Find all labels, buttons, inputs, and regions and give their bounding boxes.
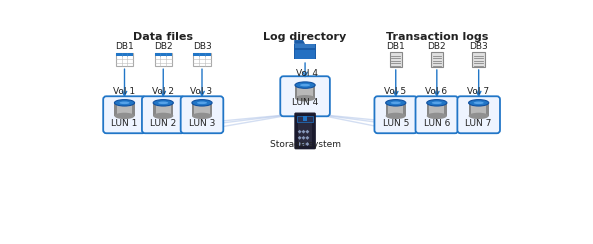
Bar [153,103,155,116]
Bar [468,103,489,116]
Text: Log directory: Log directory [263,32,347,42]
FancyBboxPatch shape [142,96,184,133]
FancyBboxPatch shape [295,113,315,149]
FancyBboxPatch shape [193,53,211,66]
Polygon shape [298,142,302,146]
Text: Vol 2: Vol 2 [152,87,174,96]
Text: LUN 1: LUN 1 [111,119,138,128]
Bar [192,103,212,116]
Text: LUN 7: LUN 7 [466,119,492,128]
Text: Storage system: Storage system [270,140,340,149]
Bar [313,85,315,98]
Bar [114,103,135,116]
Bar [192,103,195,116]
Bar [427,103,429,116]
Polygon shape [294,40,305,44]
Text: DB1: DB1 [115,42,134,51]
Ellipse shape [295,95,315,102]
FancyBboxPatch shape [295,44,315,48]
Ellipse shape [119,102,129,104]
Bar [403,103,406,116]
FancyBboxPatch shape [390,52,402,67]
FancyBboxPatch shape [103,96,146,133]
FancyBboxPatch shape [116,53,133,66]
Ellipse shape [114,100,135,106]
Text: Vol 5: Vol 5 [384,87,406,96]
Ellipse shape [432,102,442,104]
FancyBboxPatch shape [303,116,307,121]
Text: Transaction logs: Transaction logs [385,32,488,42]
Polygon shape [302,142,305,146]
Ellipse shape [468,100,489,106]
Bar [295,85,315,98]
Bar [132,103,135,116]
Bar [193,53,211,56]
Bar [445,103,447,116]
Polygon shape [298,136,302,140]
Text: DB2: DB2 [428,42,446,51]
Bar [385,103,388,116]
FancyBboxPatch shape [374,96,417,133]
Ellipse shape [192,113,212,119]
Bar [486,103,489,116]
Ellipse shape [192,100,212,106]
Text: Vol 6: Vol 6 [425,87,447,96]
Text: LUN 6: LUN 6 [423,119,450,128]
Ellipse shape [391,102,401,104]
Ellipse shape [197,102,207,104]
Bar [155,53,172,56]
Text: DB3: DB3 [193,42,211,51]
Ellipse shape [153,100,173,106]
Ellipse shape [295,82,315,88]
Bar [171,103,173,116]
Ellipse shape [427,113,447,119]
FancyBboxPatch shape [473,52,485,67]
Bar [295,85,298,98]
Polygon shape [305,130,310,134]
Ellipse shape [385,100,406,106]
FancyBboxPatch shape [155,53,172,66]
Bar [298,122,312,146]
FancyBboxPatch shape [294,44,316,59]
Text: DB1: DB1 [387,42,405,51]
Bar [116,53,133,56]
Ellipse shape [385,113,406,119]
Polygon shape [302,130,305,134]
FancyBboxPatch shape [181,96,224,133]
Text: Vol 4: Vol 4 [296,69,318,78]
Text: Vol 1: Vol 1 [113,87,135,96]
Text: Vol 7: Vol 7 [467,87,489,96]
FancyBboxPatch shape [295,50,315,59]
Text: LUN 2: LUN 2 [150,119,176,128]
Ellipse shape [114,113,135,119]
Text: LUN 3: LUN 3 [189,119,215,128]
Text: DB3: DB3 [469,42,488,51]
Bar [210,103,212,116]
Bar [427,103,447,116]
Bar [385,103,406,116]
Ellipse shape [153,113,173,119]
Text: DB2: DB2 [154,42,173,51]
Text: Vol 3: Vol 3 [190,87,212,96]
Polygon shape [302,136,305,140]
Bar [153,103,173,116]
Bar [468,103,471,116]
Text: LUN 5: LUN 5 [382,119,409,128]
FancyBboxPatch shape [416,96,458,133]
Ellipse shape [300,84,310,86]
Polygon shape [305,142,310,146]
Ellipse shape [468,113,489,119]
Bar [114,103,117,116]
Polygon shape [298,130,302,134]
Ellipse shape [474,102,484,104]
Polygon shape [305,136,310,140]
FancyBboxPatch shape [280,76,330,116]
FancyBboxPatch shape [431,52,443,67]
Ellipse shape [158,102,168,104]
FancyBboxPatch shape [457,96,500,133]
Text: LUN 4: LUN 4 [292,98,318,107]
Ellipse shape [427,100,447,106]
Text: Data files: Data files [133,32,193,42]
FancyBboxPatch shape [297,115,313,122]
